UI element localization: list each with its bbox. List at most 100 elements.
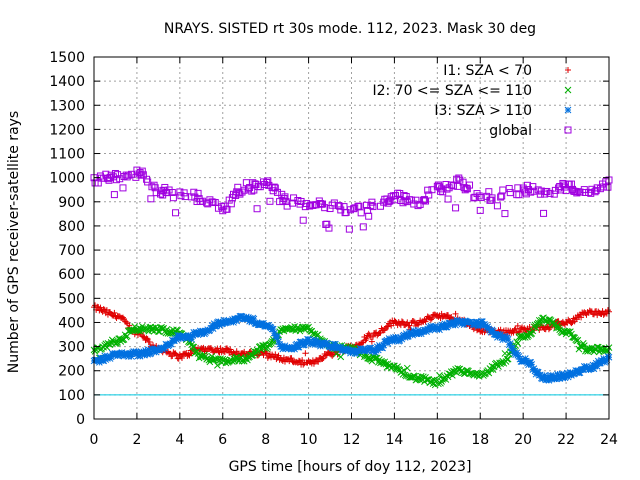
data-point [336, 202, 344, 210]
data-point [212, 322, 220, 330]
data-point [314, 338, 322, 345]
y-tick-label: 200 [58, 364, 85, 380]
x-tick-label: 24 [600, 432, 618, 448]
data-point [497, 193, 505, 201]
data-point [312, 337, 320, 344]
data-point [365, 330, 372, 337]
data-point [100, 357, 108, 365]
data-point [272, 351, 279, 358]
series-2 [90, 314, 613, 389]
data-point [441, 320, 449, 328]
data-point [557, 373, 565, 381]
data-point [512, 351, 520, 359]
data-point [232, 315, 239, 323]
tick-marks [93, 56, 610, 420]
data-point [406, 373, 413, 381]
data-point [188, 335, 195, 343]
data-point [310, 336, 318, 344]
data-point [511, 326, 518, 333]
data-point [173, 352, 180, 359]
data-point [225, 358, 233, 365]
data-point [178, 355, 185, 362]
data-point [414, 202, 422, 210]
data-point [584, 364, 591, 372]
data-point [460, 321, 468, 328]
data-point [337, 353, 345, 361]
data-point [463, 185, 471, 193]
data-point [119, 184, 127, 192]
data-point [399, 370, 407, 378]
y-tick-label: 600 [58, 267, 85, 283]
data-point [550, 190, 558, 198]
data-point [384, 323, 391, 330]
data-point [361, 347, 368, 355]
data-point [369, 333, 376, 340]
data-point [345, 225, 353, 233]
data-point [576, 369, 584, 377]
data-point [461, 186, 469, 194]
data-point [200, 328, 207, 335]
data-point [449, 321, 456, 329]
legend-marker [565, 67, 571, 73]
chart-title: NRAYS. SISTED rt 30s mode. 112, 2023. Ma… [164, 21, 536, 37]
y-tick-label: 100 [58, 388, 85, 404]
data-point [371, 349, 379, 356]
data-point [325, 224, 333, 232]
data-point [144, 335, 151, 342]
data-point [305, 335, 312, 343]
data-point [266, 197, 274, 205]
data-point [172, 209, 180, 217]
x-tick-labels: 0 2 4 6 8 10 12 14 16 18 20 22 24 [90, 432, 618, 448]
data-point [123, 319, 130, 326]
data-point [161, 344, 169, 352]
data-point [528, 361, 536, 368]
data-point [522, 190, 530, 198]
data-point [146, 339, 153, 346]
data-point [385, 197, 393, 205]
data-point [391, 192, 399, 200]
data-point [194, 189, 202, 197]
data-point [455, 174, 463, 182]
data-point [578, 314, 585, 321]
x-tick-label: 8 [261, 432, 270, 448]
data-point [590, 365, 598, 373]
data-point [176, 188, 184, 196]
data-point [457, 318, 465, 325]
data-point [167, 340, 175, 348]
data-point [409, 331, 417, 339]
series-3 [90, 312, 613, 384]
data-point [193, 329, 201, 337]
data-point [476, 321, 484, 328]
y-tick-label: 1200 [49, 122, 85, 138]
y-tick-label: 300 [58, 340, 85, 356]
legend: I1: SZA < 70 I2: 70 <= SZA <= 110 I3: SZA … [372, 63, 572, 139]
data-point [527, 358, 535, 366]
data-point [155, 328, 162, 335]
data-point [556, 326, 563, 334]
data-point [424, 186, 432, 194]
data-point [407, 374, 414, 381]
data-point [476, 206, 484, 214]
data-point [531, 367, 539, 375]
data-point [436, 372, 443, 379]
data-point [576, 188, 584, 196]
data-point [506, 340, 514, 347]
data-point [214, 362, 221, 369]
data-point [307, 201, 315, 209]
data-point [216, 321, 223, 329]
data-point [314, 331, 322, 338]
data-point [337, 343, 345, 351]
data-point [374, 346, 382, 354]
data-point [510, 347, 517, 355]
data-point [363, 335, 370, 342]
x-tick-label: 10 [300, 432, 318, 448]
data-point [388, 338, 396, 345]
data-point [230, 319, 237, 326]
y-tick-label: 1500 [49, 50, 85, 66]
data-point [253, 205, 261, 213]
data-point [140, 333, 147, 340]
data-point [523, 181, 531, 189]
data-point [322, 352, 329, 359]
data-point [368, 198, 376, 206]
data-point [250, 315, 258, 323]
